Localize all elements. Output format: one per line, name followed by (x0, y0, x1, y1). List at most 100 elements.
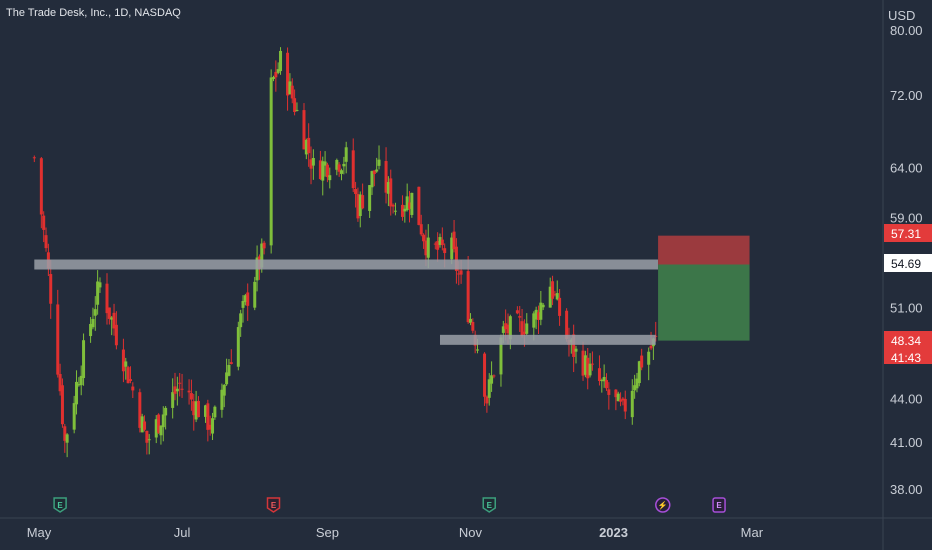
candle[interactable] (178, 373, 182, 397)
candle[interactable] (159, 425, 163, 445)
candle[interactable] (262, 240, 266, 255)
candle[interactable] (586, 347, 590, 390)
candle[interactable] (377, 145, 381, 170)
candle[interactable] (647, 347, 651, 381)
candle[interactable] (520, 308, 524, 338)
candle[interactable] (239, 309, 243, 337)
candle[interactable] (328, 167, 332, 189)
candle[interactable] (272, 75, 275, 82)
candle[interactable] (630, 379, 634, 425)
candle[interactable] (417, 186, 421, 226)
candle[interactable] (325, 162, 329, 183)
candle[interactable] (637, 360, 641, 387)
candle[interactable] (274, 60, 278, 92)
candle[interactable] (154, 415, 158, 444)
earnings-negative-marker[interactable]: E (266, 497, 281, 513)
candle[interactable] (211, 412, 215, 441)
candle[interactable] (335, 158, 339, 176)
candle[interactable] (290, 78, 294, 104)
candle[interactable] (485, 395, 489, 413)
candle[interactable] (358, 191, 362, 228)
candle[interactable] (602, 364, 606, 388)
candle[interactable] (403, 205, 407, 223)
candle[interactable] (633, 374, 637, 399)
candle[interactable] (361, 183, 365, 210)
candle[interactable] (49, 259, 53, 319)
candle[interactable] (590, 351, 594, 371)
candle[interactable] (196, 396, 200, 418)
candle[interactable] (553, 290, 557, 297)
candle[interactable] (471, 318, 475, 334)
candle[interactable] (91, 307, 95, 330)
candle[interactable] (600, 378, 604, 393)
candle[interactable] (77, 377, 81, 387)
candle[interactable] (302, 103, 306, 150)
candle[interactable] (203, 404, 207, 423)
candle[interactable] (32, 155, 36, 163)
candle[interactable] (39, 157, 43, 229)
candle[interactable] (515, 306, 519, 315)
event-markers[interactable]: E E E ⚡ E (53, 497, 726, 513)
time-axis[interactable]: May Jul Sep Nov 2023 Mar (27, 525, 764, 540)
candle[interactable] (112, 303, 116, 336)
candle[interactable] (293, 89, 297, 116)
candle[interactable] (621, 397, 625, 406)
candle[interactable] (276, 62, 280, 75)
candle[interactable] (572, 324, 576, 373)
candle[interactable] (419, 214, 423, 237)
candle[interactable] (311, 149, 315, 180)
candle[interactable] (548, 277, 552, 308)
candle[interactable] (173, 372, 177, 401)
candle[interactable] (574, 345, 578, 364)
candle[interactable] (131, 382, 135, 398)
candle[interactable] (536, 305, 540, 334)
candle[interactable] (124, 357, 128, 380)
candle[interactable] (309, 146, 313, 185)
candle[interactable] (175, 376, 179, 406)
candle[interactable] (96, 270, 100, 315)
candle[interactable] (356, 187, 360, 222)
profit-target-zone[interactable] (658, 264, 750, 341)
candle[interactable] (227, 358, 231, 377)
candle[interactable] (98, 277, 102, 293)
candle[interactable] (126, 365, 130, 384)
earnings-marker[interactable]: E (482, 497, 496, 513)
candle[interactable] (452, 219, 456, 253)
candle[interactable] (344, 141, 348, 174)
candle[interactable] (525, 313, 529, 336)
candle[interactable] (208, 415, 212, 436)
candle[interactable] (107, 307, 111, 325)
candle[interactable] (143, 415, 147, 432)
earnings-marker[interactable]: E (53, 497, 67, 513)
candle[interactable] (619, 392, 623, 407)
support-band[interactable] (439, 334, 656, 345)
candle[interactable] (640, 348, 644, 371)
candle[interactable] (386, 176, 390, 207)
candle[interactable] (42, 211, 46, 243)
candle[interactable] (288, 73, 292, 95)
candle[interactable] (375, 157, 379, 173)
candle[interactable] (422, 233, 426, 249)
candle[interactable] (340, 168, 344, 181)
candle[interactable] (436, 232, 440, 262)
candle[interactable] (241, 295, 245, 323)
candle[interactable] (370, 170, 374, 195)
candle[interactable] (72, 395, 76, 434)
candle[interactable] (321, 156, 325, 196)
candle[interactable] (243, 293, 247, 306)
candle[interactable] (583, 350, 587, 378)
candle[interactable] (60, 378, 64, 428)
candle[interactable] (189, 379, 193, 411)
resistance-band[interactable] (34, 259, 659, 270)
candle[interactable] (269, 69, 273, 254)
candle[interactable] (354, 181, 358, 208)
candle[interactable] (145, 430, 149, 455)
candle[interactable] (157, 413, 161, 434)
candle[interactable] (541, 302, 545, 311)
candle[interactable] (187, 379, 191, 405)
candle[interactable] (490, 361, 494, 392)
candle[interactable] (318, 150, 322, 180)
candle[interactable] (75, 370, 79, 415)
candle[interactable] (337, 162, 341, 177)
candle[interactable] (105, 273, 109, 325)
